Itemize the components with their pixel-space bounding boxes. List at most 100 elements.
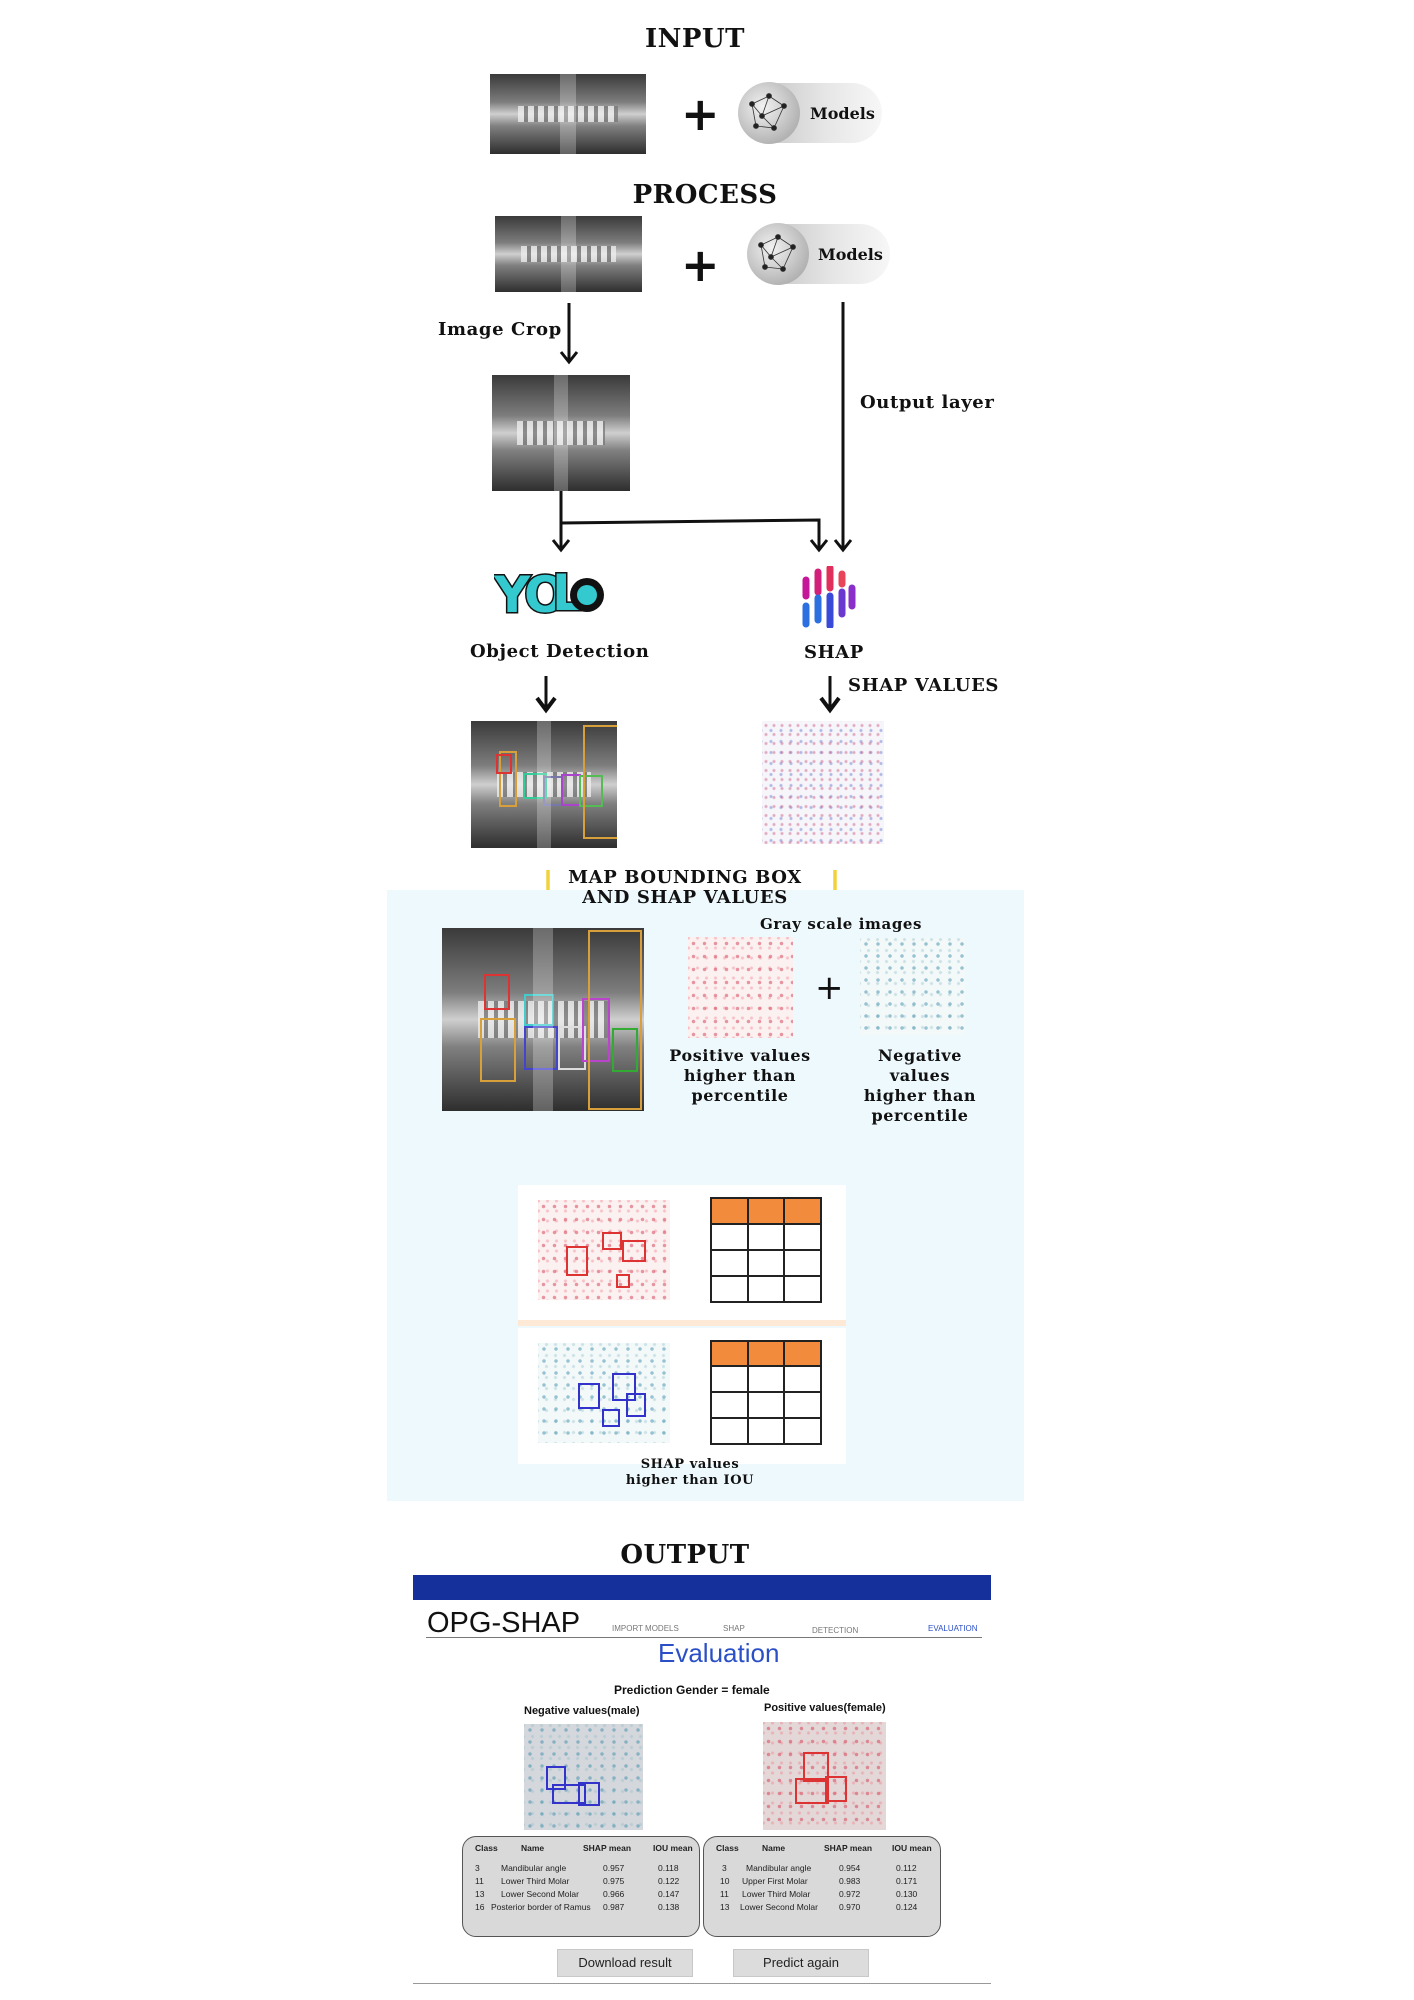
nav-underline [426, 1637, 982, 1638]
footer-line [413, 1983, 991, 1984]
image-crop-label: Image Crop [438, 319, 562, 340]
input-opg-image [490, 74, 646, 154]
process-neural-network-icon [747, 223, 809, 285]
bounding-box [803, 1752, 829, 1782]
nav-import-models[interactable]: IMPORT MODELS [612, 1624, 679, 1633]
bounding-box [499, 751, 517, 807]
shap-label: SHAP [804, 642, 864, 663]
app-brand: OPG-SHAP [427, 1607, 581, 1639]
negative-overlay-plot [538, 1343, 670, 1443]
bounding-box [616, 1274, 630, 1288]
positive-summary-table [710, 1197, 822, 1303]
bounding-box [602, 1409, 620, 1427]
cell-class: 3 [722, 1863, 727, 1873]
cell-name: Lower Second Molar [501, 1889, 579, 1899]
negative-values-image [860, 938, 965, 1035]
map-title: MAP BOUNDING BOX AND SHAP VALUES [560, 868, 810, 908]
input-title: INPUT [645, 24, 745, 54]
cell-class: 11 [475, 1876, 484, 1886]
positive-result-table: Class Name SHAP mean IOU mean 3 Mandibul… [703, 1836, 941, 1937]
process-title: PROCESS [632, 180, 778, 210]
mapped-detection-image [442, 928, 644, 1111]
col-shap-mean: SHAP mean [583, 1843, 632, 1853]
crop-to-shap-arrowhead [809, 539, 829, 553]
cell-shap: 0.987 [603, 1902, 625, 1912]
negative-values-label: Negative values higher than percentile [845, 1046, 995, 1126]
bounding-box [484, 974, 510, 1010]
process-plus-sign: + [681, 238, 720, 292]
input-plus-sign: + [681, 87, 720, 141]
bounding-box [543, 776, 563, 806]
cell-iou: 0.138 [658, 1902, 680, 1912]
nav-evaluation[interactable]: EVALUATION [928, 1624, 978, 1633]
bounding-box [578, 1383, 600, 1409]
negative-result-image [524, 1724, 643, 1830]
positive-values-label: Positive values higher than percentile [665, 1046, 815, 1106]
bounding-box [578, 1782, 600, 1806]
cell-class: 11 [720, 1889, 729, 1899]
iou-line1: SHAP values [640, 1457, 740, 1472]
col-name: Name [762, 1843, 786, 1853]
process-opg-image [495, 216, 642, 292]
cropped-opg-image [492, 375, 630, 491]
bounding-box [622, 1240, 646, 1262]
input-neural-network-icon [738, 82, 800, 144]
detection-down-arrowhead [535, 696, 557, 714]
cell-class: 3 [475, 1863, 480, 1873]
negative-line1: Negative values [877, 1046, 963, 1085]
cell-name: Lower Third Molar [742, 1889, 811, 1899]
predict-again-button[interactable]: Predict again [733, 1949, 869, 1977]
process-models-label: Models [818, 245, 883, 264]
map-title-line1: MAP BOUNDING BOX [568, 867, 802, 888]
bounding-box [579, 775, 603, 807]
bounding-box [546, 1766, 566, 1790]
bounding-box [566, 1246, 588, 1276]
cell-class: 13 [475, 1889, 485, 1899]
output-layer-label: Output layer [860, 392, 995, 413]
col-class: Class [716, 1843, 739, 1853]
bounding-box [524, 994, 554, 1026]
cell-iou: 0.124 [896, 1902, 918, 1912]
cell-name: Lower Third Molar [501, 1876, 570, 1886]
shap-values-label: SHAP VALUES [848, 675, 999, 696]
negative-result-table: Class Name SHAP mean IOU mean 3 Mandibul… [462, 1836, 700, 1937]
negative-summary-table [710, 1340, 822, 1445]
shap-logo [800, 564, 858, 630]
bounding-box [602, 1232, 622, 1250]
output-title: OUTPUT [620, 1540, 750, 1570]
bounding-box [561, 774, 581, 806]
cell-name: Posterior border of Ramus [491, 1902, 591, 1912]
bounding-box [582, 998, 610, 1062]
cell-name: Mandibular angle [746, 1863, 812, 1873]
bounding-box [552, 1784, 586, 1804]
crop-to-shap-arrow [560, 518, 821, 548]
download-result-button[interactable]: Download result [557, 1949, 693, 1977]
output-layer-arrowhead [833, 539, 853, 553]
cell-shap: 0.970 [839, 1902, 861, 1912]
cell-iou: 0.171 [896, 1876, 918, 1886]
page-title: Evaluation [658, 1638, 780, 1668]
col-iou-mean: IOU mean [653, 1843, 693, 1853]
app-top-bar [413, 1575, 991, 1600]
map-title-line2: AND SHAP VALUES [582, 887, 788, 908]
bounding-box [612, 1028, 638, 1072]
positive-result-image [763, 1722, 886, 1830]
cell-class: 16 [475, 1902, 485, 1912]
nav-shap[interactable]: SHAP [723, 1624, 745, 1633]
bounding-box [558, 1026, 586, 1070]
bounding-box [480, 1018, 516, 1082]
cell-iou: 0.147 [658, 1889, 680, 1899]
prediction-gender: Prediction Gender = female [614, 1683, 770, 1697]
nav-detection[interactable]: DETECTION [812, 1626, 859, 1635]
col-shap-mean: SHAP mean [824, 1843, 873, 1853]
bounding-box [626, 1393, 646, 1417]
col-iou-mean: IOU mean [892, 1843, 932, 1853]
iou-label: SHAP values higher than IOU [600, 1457, 780, 1489]
bounding-box [795, 1778, 829, 1804]
bounding-box [524, 1026, 558, 1070]
crop-to-yolo-arrowhead [551, 539, 571, 553]
negative-line3: percentile [871, 1106, 969, 1125]
shap-values-image [762, 721, 884, 844]
cell-class: 10 [720, 1876, 730, 1886]
